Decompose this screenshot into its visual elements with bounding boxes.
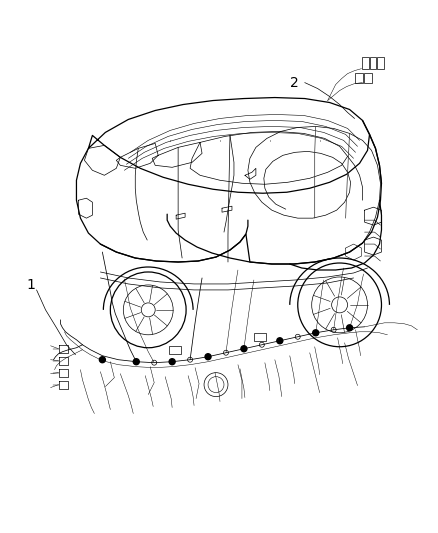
- Text: 2: 2: [290, 76, 299, 90]
- Text: 1: 1: [26, 278, 35, 292]
- Circle shape: [99, 357, 106, 362]
- Bar: [364, 72, 371, 83]
- Bar: [378, 56, 385, 69]
- Circle shape: [110, 272, 186, 348]
- Circle shape: [241, 346, 247, 352]
- Circle shape: [169, 359, 175, 365]
- Circle shape: [332, 297, 348, 313]
- Circle shape: [277, 338, 283, 344]
- Circle shape: [298, 263, 381, 347]
- Bar: [355, 72, 363, 83]
- Circle shape: [205, 354, 211, 360]
- Bar: [254, 333, 266, 341]
- Circle shape: [346, 325, 353, 331]
- Circle shape: [313, 330, 319, 336]
- Bar: [169, 346, 181, 354]
- Circle shape: [141, 303, 155, 317]
- Circle shape: [133, 359, 139, 365]
- Bar: [361, 56, 368, 69]
- Bar: [370, 56, 377, 69]
